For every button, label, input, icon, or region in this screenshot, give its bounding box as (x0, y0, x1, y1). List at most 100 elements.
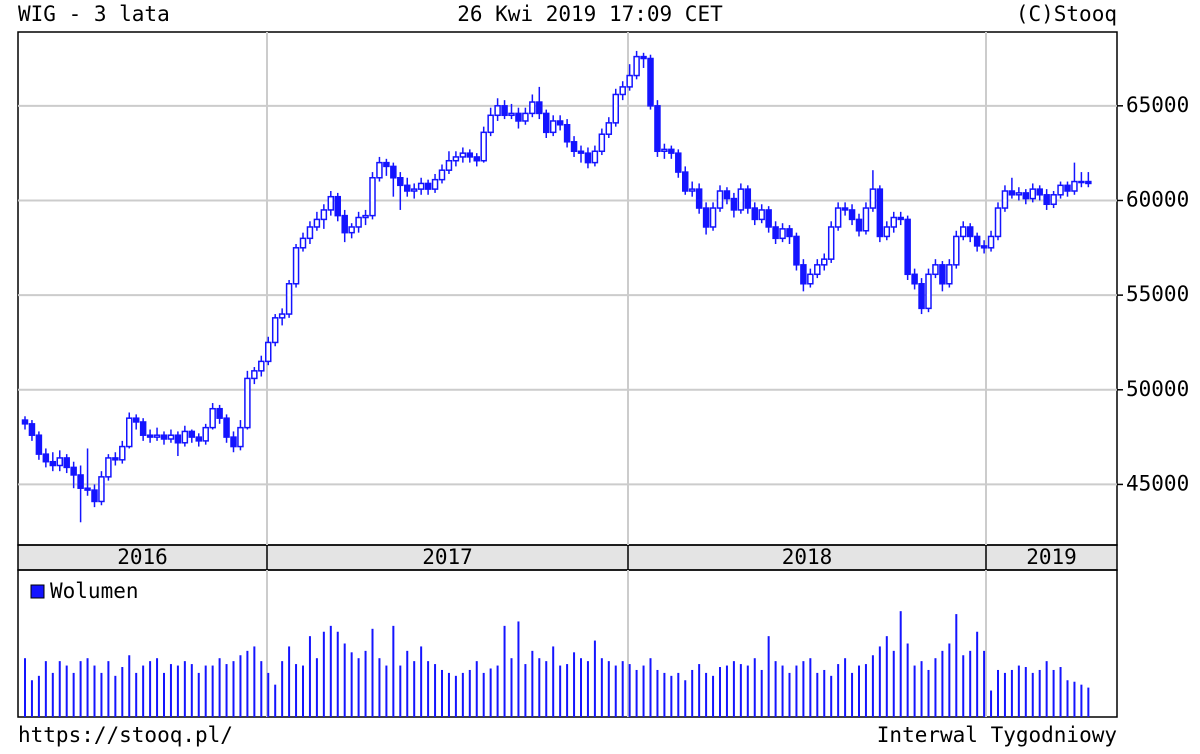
candle-body (146, 434, 154, 438)
candle-body (612, 93, 619, 124)
volume-bar (176, 665, 179, 717)
x-tick-label: 2018 (782, 545, 833, 569)
candle-body (299, 237, 307, 249)
volume-bar (357, 658, 360, 717)
volume-bar (239, 655, 242, 717)
volume-bar (1073, 681, 1076, 717)
volume-bar (864, 664, 867, 717)
volume-bar (1052, 669, 1055, 717)
candle-body (341, 214, 348, 234)
candle-body (577, 150, 585, 154)
volume-bar (253, 646, 256, 717)
volume-bar (559, 665, 562, 717)
volume-bar (1038, 669, 1041, 717)
volume-bar (24, 658, 26, 717)
volume-bar (322, 631, 325, 717)
volume-bar (990, 690, 993, 717)
candle-body (223, 417, 230, 438)
volume-bar (149, 661, 152, 717)
volume-bar (218, 658, 221, 717)
volume-bar (183, 661, 186, 717)
volume-bar (392, 625, 395, 717)
volume-bar (760, 669, 763, 717)
volume-bar (288, 646, 291, 717)
candle-body (28, 423, 36, 436)
candle-body (383, 161, 390, 168)
candle-body (21, 419, 29, 425)
candle-body (529, 101, 536, 115)
volume-bar (684, 680, 687, 717)
volume-bar (44, 661, 47, 717)
candle-body (390, 165, 397, 179)
volume-bar (482, 672, 485, 717)
candle-body (598, 133, 606, 153)
volume-bar (420, 646, 423, 717)
volume-bar (642, 665, 645, 717)
candle-body (473, 156, 480, 162)
candle-body (556, 120, 564, 126)
volume-bar (586, 661, 589, 717)
candle-body (765, 209, 772, 228)
volume-bar (677, 672, 680, 717)
y-tick-label: 65000 (1126, 93, 1189, 117)
volume-bar (885, 636, 888, 717)
candle-body (786, 228, 793, 238)
volume-bar (163, 672, 165, 717)
candle-body (466, 152, 474, 158)
volume-bar (204, 665, 207, 717)
volume-bar (844, 658, 847, 717)
volume-bar (878, 646, 881, 717)
candle-body (723, 190, 731, 200)
volume-bar (1045, 661, 1048, 717)
volume-bar (635, 669, 638, 717)
candle-body (911, 273, 918, 285)
y-tick-label: 45000 (1126, 471, 1189, 495)
volume-bar (927, 669, 930, 717)
candle-body (640, 55, 647, 60)
volume-bar (1003, 672, 1006, 717)
volume-bar (997, 669, 999, 717)
volume-bar (302, 665, 304, 717)
candle-body (807, 273, 814, 285)
volume-bar (190, 664, 193, 717)
candle-body (404, 184, 411, 192)
candle-body (230, 436, 237, 448)
y-tick-label: 55000 (1126, 282, 1189, 306)
candle-body (953, 235, 960, 266)
candle-body (237, 426, 244, 448)
candle-body (793, 235, 800, 266)
volume-bar (371, 628, 374, 717)
candle-body (543, 112, 550, 134)
volume-bar (295, 664, 298, 717)
volume-bar (51, 672, 54, 717)
candle-body (730, 197, 738, 211)
volume-bar (1080, 684, 1083, 717)
candle-body (939, 264, 946, 285)
candle-body (508, 112, 515, 117)
volume-bar (468, 669, 471, 717)
candle-body (668, 148, 675, 154)
volume-bar (336, 631, 339, 717)
volume-bar (656, 669, 659, 717)
candle-body (890, 216, 897, 228)
candle-body (549, 120, 557, 134)
candle-body (119, 445, 126, 461)
volume-bar (830, 675, 833, 717)
candle-body (1022, 192, 1030, 200)
candle-body (695, 188, 703, 209)
candle-body (605, 122, 613, 135)
candle-body (174, 434, 182, 444)
volume-bar (225, 664, 228, 717)
candle-body (744, 188, 752, 209)
candle-body (661, 148, 668, 153)
candle-body (563, 124, 571, 143)
candle-body (591, 150, 599, 164)
volume-bar (719, 667, 721, 717)
candle-body (139, 421, 147, 436)
candle-body (167, 434, 175, 440)
candle-body (1008, 190, 1016, 196)
candle-body (619, 86, 626, 96)
candle-body (515, 112, 522, 122)
volume-bar (670, 675, 673, 717)
